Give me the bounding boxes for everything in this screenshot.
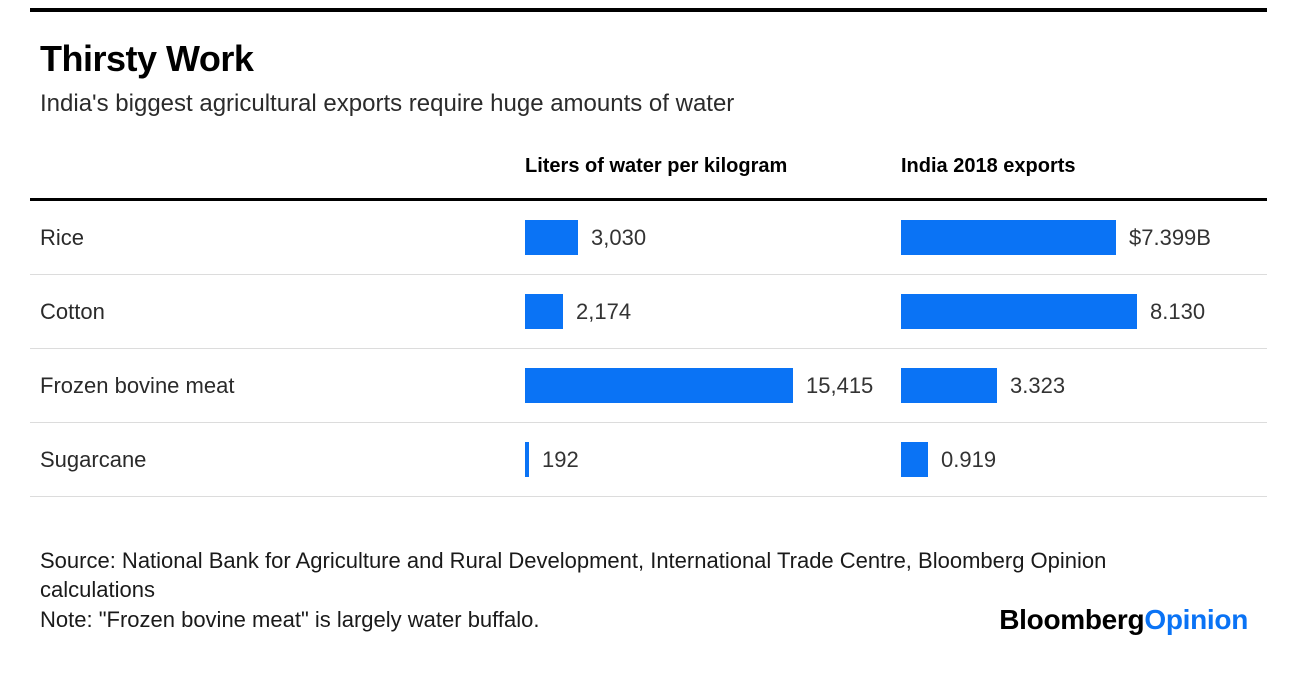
category-label: Cotton — [40, 298, 105, 324]
top-accent-bar — [30, 8, 1267, 12]
exports-bar-cell: 3.323 — [901, 368, 1267, 403]
water-bar-cell: 2,174 — [525, 294, 901, 329]
exports-bar — [901, 368, 997, 403]
table-row: Cotton 2,174 8.130 — [30, 275, 1267, 349]
table-row: Sugarcane 192 0.919 — [30, 423, 1267, 497]
exports-bar-cell: $7.399B — [901, 220, 1267, 255]
bloomberg-opinion-logo: BloombergOpinion — [999, 604, 1248, 636]
water-value: 2,174 — [576, 298, 632, 324]
water-value: 192 — [542, 446, 579, 472]
water-bar-cell: 15,415 — [525, 368, 901, 403]
column-header-water: Liters of water per kilogram — [525, 155, 788, 177]
exports-value: $7.399B — [1129, 224, 1211, 250]
water-bar-cell: 192 — [525, 442, 901, 477]
chart-rows: Rice 3,030 $7.399B Cotton 2,174 8.130 Frozen b… — [30, 201, 1267, 497]
note-text: Note: "Frozen bovine meat" is largely wa… — [40, 607, 540, 632]
water-bar — [525, 220, 578, 255]
exports-bar-cell: 8.130 — [901, 294, 1267, 329]
logo-suffix: Opinion — [1144, 604, 1248, 635]
exports-bar — [901, 294, 1137, 329]
logo-brand: Bloomberg — [999, 604, 1145, 635]
source-text: Source: National Bank for Agriculture an… — [40, 548, 1107, 602]
water-bar — [525, 368, 793, 403]
column-header-exports: India 2018 exports — [901, 155, 1076, 177]
water-bar-cell: 3,030 — [525, 220, 901, 255]
category-label: Rice — [40, 224, 85, 250]
table-row: Rice 3,030 $7.399B — [30, 201, 1267, 275]
header-rule — [30, 198, 1267, 201]
column-headers: Liters of water per kilogram India 2018 … — [30, 155, 1267, 178]
water-bar — [525, 294, 563, 329]
exports-bar — [901, 442, 928, 477]
exports-bar — [901, 220, 1116, 255]
chart-title: Thirsty Work — [40, 38, 254, 79]
exports-value: 0.919 — [941, 446, 997, 472]
category-label: Sugarcane — [40, 446, 147, 472]
exports-value: 8.130 — [1150, 298, 1206, 324]
water-value: 15,415 — [806, 372, 874, 398]
water-value: 3,030 — [591, 224, 647, 250]
water-bar — [525, 442, 529, 477]
column-header-spacer — [30, 155, 525, 178]
exports-value: 3.323 — [1010, 372, 1066, 398]
table-row: Frozen bovine meat 15,415 3.323 — [30, 349, 1267, 423]
exports-bar-cell: 0.919 — [901, 442, 1267, 477]
category-label: Frozen bovine meat — [40, 372, 235, 398]
chart-subtitle: India's biggest agricultural exports req… — [40, 90, 735, 117]
